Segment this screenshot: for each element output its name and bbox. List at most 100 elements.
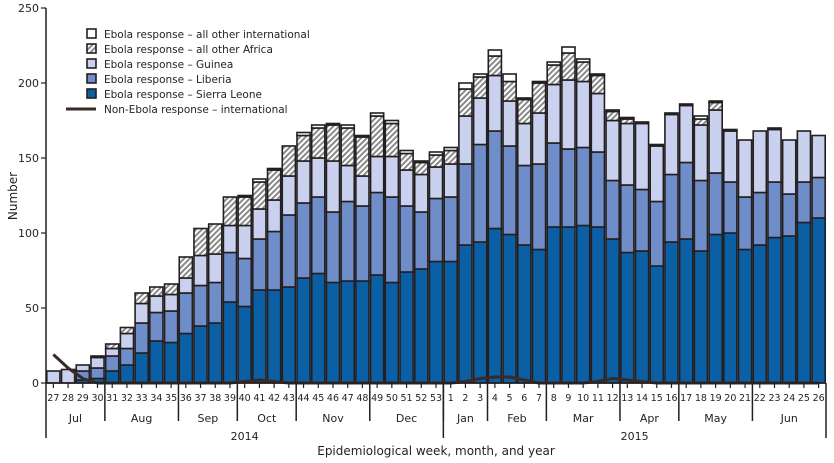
bar-segment-4-week-13 — [619, 116, 635, 120]
bar-segment-4-week-20 — [722, 128, 738, 132]
bar-segment-4-week-14 — [634, 121, 650, 125]
bar-segment-4-week-11 — [590, 73, 606, 77]
bar-segment-4-week-23 — [767, 127, 782, 131]
bar-segment-2-week-21 — [737, 139, 753, 198]
x-tick-label: 11 — [592, 393, 604, 404]
bar-segment-0-week-33 — [134, 352, 150, 384]
x-tick-label: 24 — [783, 393, 795, 404]
month-label: Aug — [131, 412, 152, 425]
bar-segment-4-week-46 — [325, 122, 341, 126]
month-label: Mar — [573, 412, 594, 425]
bar-segment-2-week-1 — [443, 163, 459, 198]
bar-segment-3-week-10 — [575, 61, 591, 83]
bar-segment-1-week-15 — [649, 200, 665, 267]
bar-segment-0-week-3 — [472, 241, 488, 384]
legend: Ebola response – all other international… — [66, 28, 310, 116]
bar-segment-0-week-20 — [722, 232, 738, 384]
bar-segment-4-week-18 — [693, 115, 709, 120]
bar-segment-2-week-44 — [296, 160, 311, 204]
bar-segment-3-week-44 — [296, 134, 311, 162]
x-tick-label: 6 — [521, 393, 527, 404]
bar-segment-2-week-10 — [575, 80, 591, 149]
bar-segment-0-week-44 — [296, 277, 311, 384]
bar-segment-2-week-17 — [678, 104, 694, 164]
bar-segment-1-week-19 — [708, 172, 723, 236]
bar-segment-3-week-6 — [516, 98, 532, 125]
x-tick-label: 37 — [194, 393, 206, 404]
bar-segment-0-week-19 — [708, 233, 723, 384]
legend-label: Ebola response – Liberia — [104, 74, 232, 86]
bar-segment-2-week-23 — [767, 128, 782, 183]
month-label: Jun — [780, 412, 798, 425]
bar-segment-1-week-40 — [237, 257, 253, 308]
x-tick-label: 44 — [298, 393, 310, 404]
bar-segment-0-week-40 — [237, 305, 253, 384]
month-label: Sep — [198, 412, 219, 425]
y-tick-label: 50 — [25, 302, 39, 315]
bar-segment-1-week-4 — [487, 130, 503, 230]
bar-segment-1-week-14 — [634, 188, 650, 252]
bar-segment-1-week-51 — [399, 205, 414, 273]
legend-swatch — [86, 43, 97, 54]
bar-segment-0-week-7 — [531, 248, 547, 384]
bar-segment-4-week-4 — [487, 49, 503, 57]
bar-segment-1-week-36 — [178, 292, 194, 335]
month-label: Dec — [396, 412, 417, 425]
bar-segment-1-week-13 — [619, 184, 635, 254]
bar-segment-3-week-39 — [222, 196, 238, 227]
bar-segment-4-week-48 — [355, 134, 370, 138]
legend-label: Ebola response – all other international — [104, 29, 310, 41]
x-tick-label: 41 — [253, 393, 265, 404]
bar-segment-3-week-4 — [487, 55, 503, 77]
bar-segment-3-week-8 — [546, 64, 562, 86]
bar-segment-2-week-34 — [149, 295, 164, 314]
bar-segment-1-week-50 — [384, 196, 400, 284]
bar-segment-2-week-16 — [664, 113, 679, 176]
bar-segment-2-week-6 — [516, 122, 532, 167]
bar-segment-4-week-47 — [340, 124, 356, 129]
bar-segment-1-week-42 — [266, 230, 282, 291]
bar-segment-4-week-5 — [502, 73, 517, 83]
bar-segment-0-week-5 — [502, 233, 517, 384]
bar-segment-2-week-49 — [369, 155, 385, 194]
bar-segment-1-week-9 — [561, 148, 576, 228]
bar-segment-2-week-52 — [413, 173, 429, 213]
legend-swatch — [86, 88, 97, 99]
bar-segment-3-week-50 — [384, 122, 400, 158]
bar-segment-1-week-44 — [296, 202, 311, 279]
x-tick-label: 53 — [430, 393, 442, 404]
x-tick-label: 17 — [680, 393, 692, 404]
bar-segment-1-week-46 — [325, 211, 341, 284]
x-tick-label: 39 — [224, 393, 236, 404]
bar-segment-4-week-8 — [546, 61, 562, 66]
bar-segment-2-week-50 — [384, 155, 400, 198]
x-tick-label: 34 — [150, 393, 162, 404]
bar-segment-0-week-17 — [678, 238, 694, 384]
bar-segment-0-week-39 — [222, 301, 238, 384]
bar-segment-4-week-19 — [708, 100, 723, 104]
bar-segment-0-week-50 — [384, 281, 400, 384]
bar-segment-1-week-10 — [575, 146, 591, 227]
bar-segment-1-week-45 — [310, 196, 326, 275]
x-tick-label: 46 — [327, 393, 339, 404]
x-tick-label: 51 — [401, 393, 413, 404]
bar-segment-3-week-52 — [413, 161, 429, 176]
bar-segment-0-week-6 — [516, 244, 532, 384]
legend-swatch — [86, 58, 97, 69]
bar-segment-1-week-38 — [207, 281, 223, 324]
bar-segment-1-week-18 — [693, 179, 709, 252]
bar-segment-1-week-6 — [516, 164, 532, 246]
legend-label: Ebola response – all other Africa — [104, 44, 273, 56]
legend-swatch — [86, 28, 97, 39]
bar-segment-0-week-47 — [340, 280, 356, 384]
month-label: May — [704, 412, 727, 425]
bar-segment-3-week-49 — [369, 115, 385, 158]
x-tick-label: 20 — [724, 393, 736, 404]
bar-segment-4-week-6 — [516, 97, 532, 101]
x-tick-label: 50 — [386, 393, 398, 404]
bar-segment-3-week-9 — [561, 52, 576, 81]
y-tick-label: 200 — [18, 77, 39, 90]
bar-segment-2-week-38 — [207, 253, 223, 284]
